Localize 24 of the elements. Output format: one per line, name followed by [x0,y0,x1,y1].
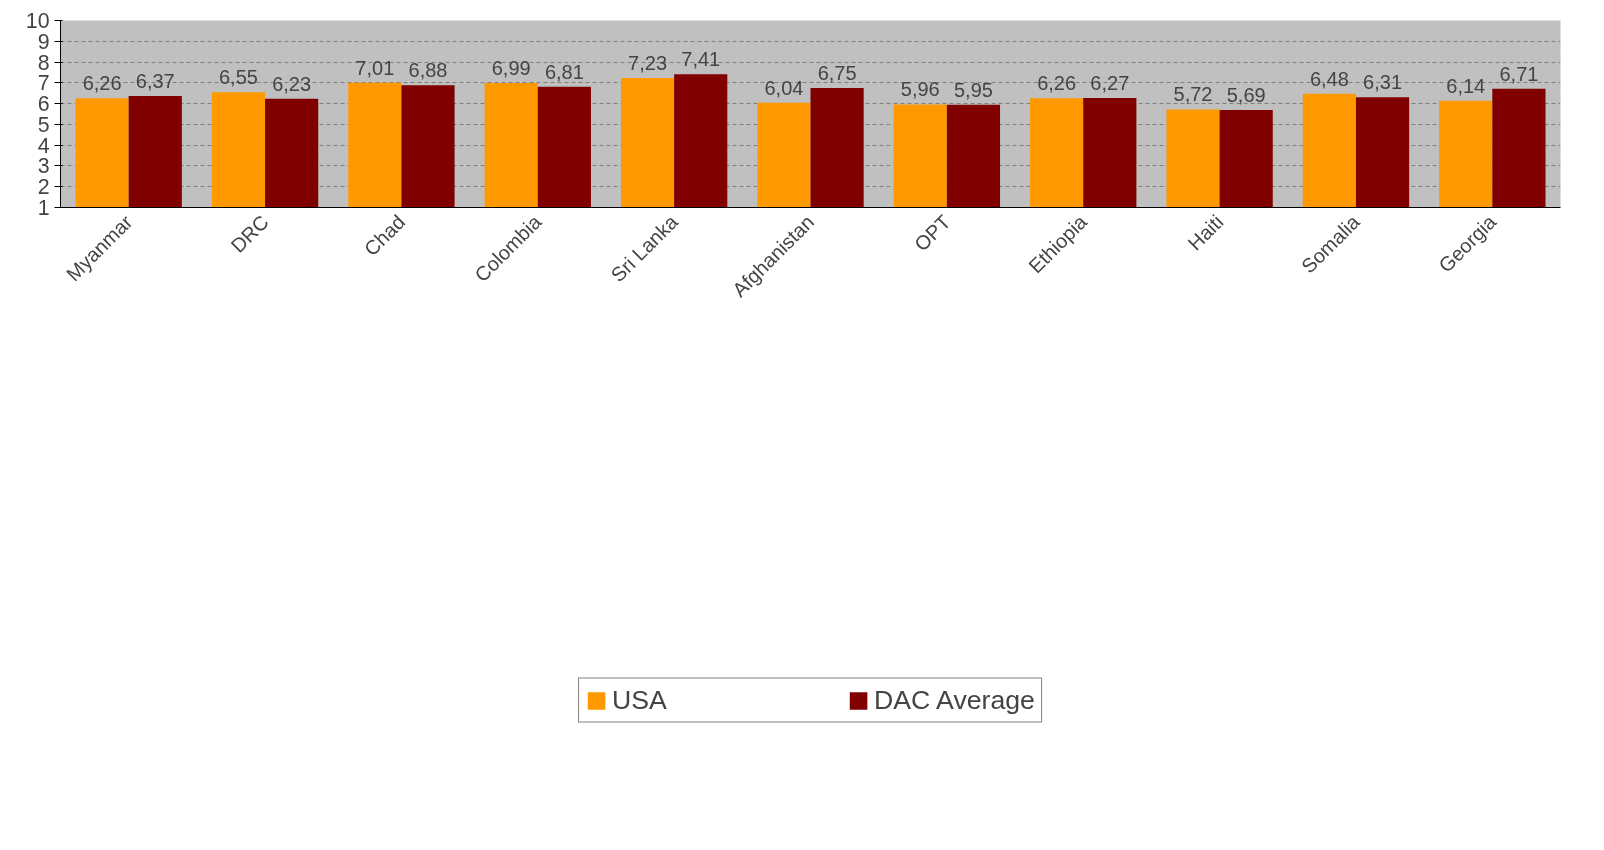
data-label: 6,88 [408,59,448,82]
data-label: 5,69 [1226,84,1266,107]
data-label: 6,75 [817,62,857,85]
data-label: 6,71 [1499,62,1539,85]
data-label: 5,96 [900,78,940,101]
data-label: 6,81 [544,60,584,83]
data-label: 7,01 [355,56,395,79]
data-label: 6,55 [218,66,258,89]
data-label: 7,23 [628,52,668,75]
data-label: 6,27 [1090,72,1130,94]
data-label: 6,26 [82,72,122,95]
data-label: 6,37 [135,69,175,92]
data-label: 6,04 [764,76,804,99]
legend-label: DAC Average [873,684,1035,716]
data-label: 5,95 [953,78,993,101]
legend-label: USA [612,684,667,716]
data-label: 6,99 [491,57,531,80]
data-label: 6,26 [1037,72,1077,95]
data-label: 6,23 [272,72,312,95]
data-label: 6,48 [1309,67,1349,90]
data-label: 6,14 [1446,74,1486,97]
data-label: 5,72 [1173,83,1213,106]
data-label: 7,41 [681,48,721,71]
data-label: 6,31 [1363,71,1403,94]
